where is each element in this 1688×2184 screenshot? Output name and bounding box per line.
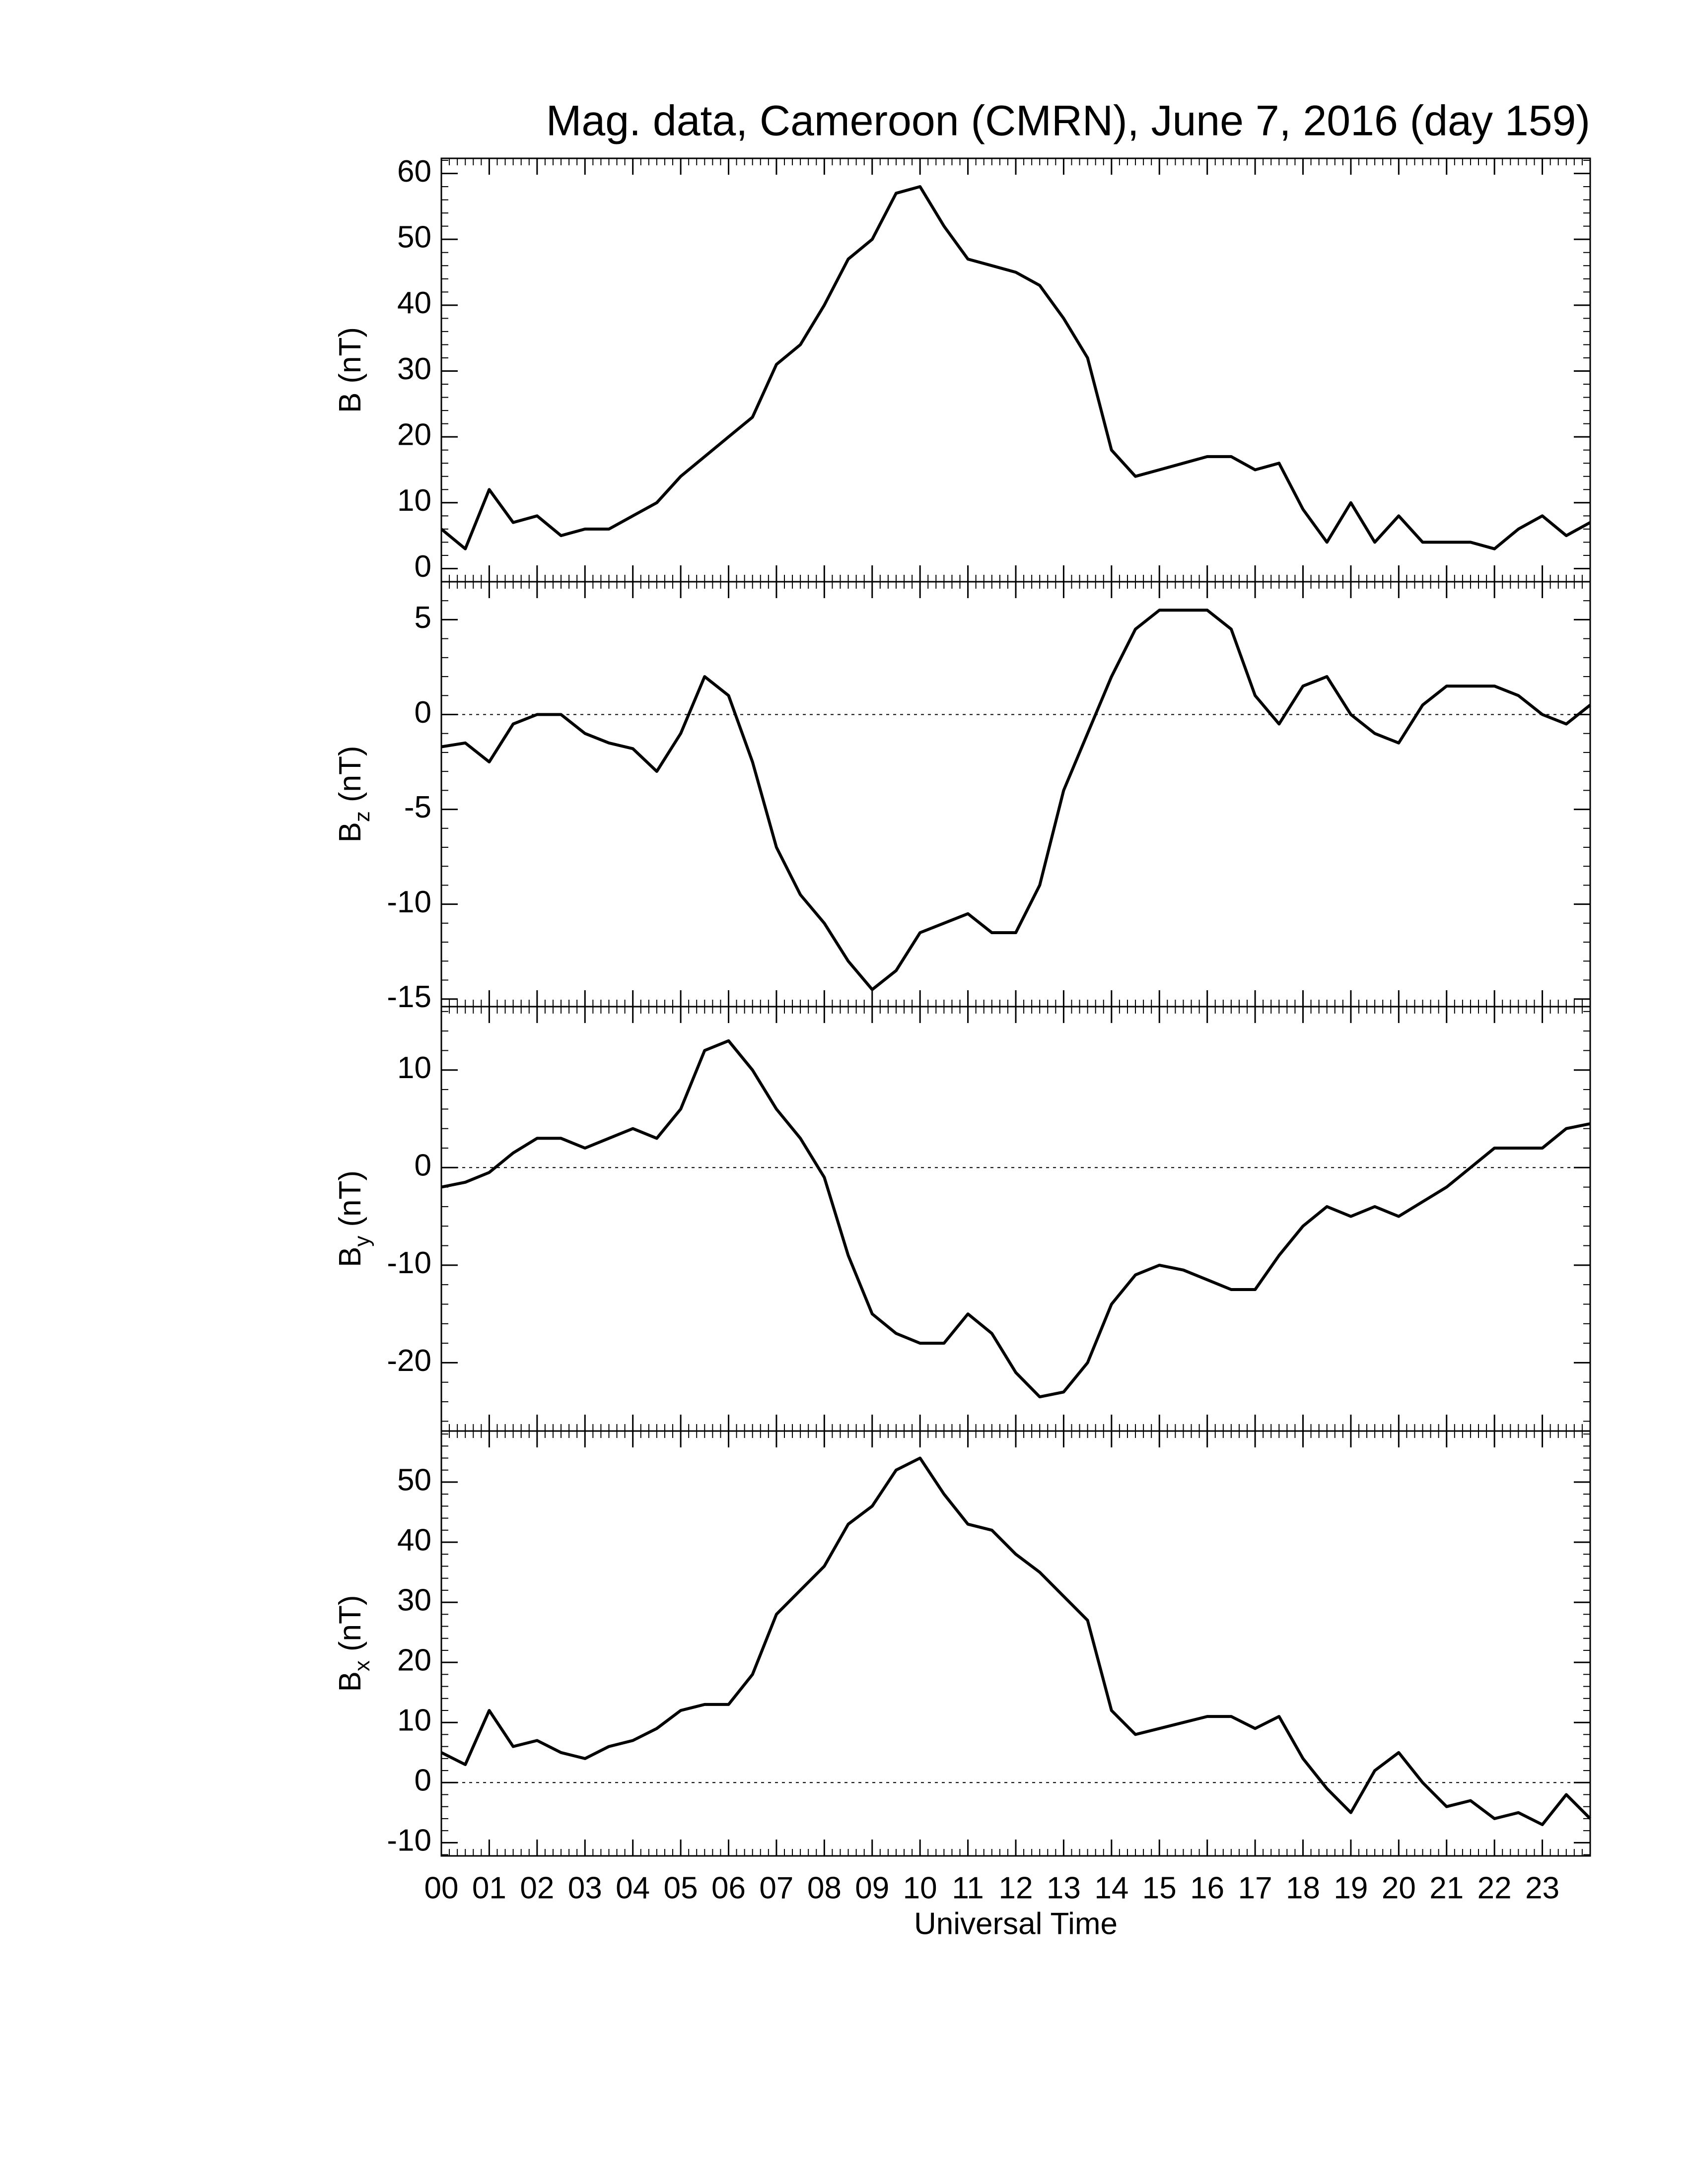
x-tick-label: 23 bbox=[1525, 1871, 1559, 1905]
plot-frame bbox=[440, 1006, 1591, 1432]
data-line bbox=[441, 1039, 1591, 1399]
y-tick-label: 0 bbox=[415, 695, 431, 730]
y-label-sub: y bbox=[350, 1236, 374, 1247]
plot-frame bbox=[440, 1430, 1591, 1857]
y-tick-label: 0 bbox=[415, 549, 431, 584]
x-tick-label: 02 bbox=[520, 1871, 554, 1905]
x-tick-label: 00 bbox=[424, 1871, 459, 1905]
y-tick-label: 10 bbox=[397, 1051, 431, 1085]
x-tick-label: 07 bbox=[759, 1871, 793, 1905]
x-tick-label: 10 bbox=[903, 1871, 937, 1905]
x-tick-label: 06 bbox=[711, 1871, 746, 1905]
y-tick-label: 40 bbox=[397, 1523, 431, 1557]
y-axis-label: B (nT) bbox=[333, 327, 367, 413]
x-tick-label: 13 bbox=[1047, 1871, 1081, 1905]
y-tick-label: 10 bbox=[397, 1704, 431, 1738]
data-line bbox=[440, 1456, 1592, 1826]
y-tick-label: 20 bbox=[397, 418, 431, 452]
y-label-base: B bbox=[333, 822, 367, 842]
x-tick-label: 11 bbox=[952, 1871, 984, 1905]
y-tick-label: 0 bbox=[415, 1764, 431, 1798]
y-label-unit: (nT) bbox=[333, 327, 367, 384]
x-tick-label: 21 bbox=[1429, 1871, 1464, 1905]
x-tick-label: 12 bbox=[999, 1871, 1033, 1905]
x-tick-label: 20 bbox=[1382, 1871, 1416, 1905]
y-label-sub: z bbox=[350, 811, 374, 822]
y-tick-label: 30 bbox=[397, 1583, 431, 1617]
x-tick-label: 16 bbox=[1190, 1871, 1224, 1905]
x-tick-label: 03 bbox=[568, 1871, 602, 1905]
x-axis-label: Universal Time bbox=[914, 1907, 1118, 1941]
plot-frame bbox=[440, 157, 1591, 583]
y-tick-label: 60 bbox=[397, 154, 431, 189]
y-tick-label: 0 bbox=[415, 1149, 431, 1183]
y-label-unit: (nT) bbox=[333, 1170, 367, 1227]
y-label-sub: x bbox=[350, 1660, 374, 1671]
chart-title: Mag. data, Cameroon (CMRN), June 7, 2016… bbox=[546, 97, 1590, 145]
y-label-unit: (nT) bbox=[333, 746, 367, 802]
y-tick-label: -10 bbox=[387, 1824, 431, 1858]
y-label-base: B bbox=[333, 1247, 367, 1267]
data-line bbox=[441, 609, 1591, 991]
y-tick-label: 10 bbox=[397, 483, 431, 518]
y-axis-label: By (nT) bbox=[333, 1170, 374, 1267]
y-tick-label: -10 bbox=[387, 885, 431, 919]
x-tick-label: 15 bbox=[1142, 1871, 1177, 1905]
y-tick-label: 30 bbox=[397, 352, 431, 386]
y-tick-label: -10 bbox=[387, 1246, 431, 1280]
x-tick-label: 09 bbox=[855, 1871, 889, 1905]
plot-frame bbox=[440, 581, 1591, 1008]
x-tick-label: 05 bbox=[664, 1871, 698, 1905]
x-tick-label: 08 bbox=[807, 1871, 842, 1905]
y-tick-label: 40 bbox=[397, 286, 431, 320]
y-tick-label: 20 bbox=[397, 1643, 431, 1678]
y-label-unit: (nT) bbox=[333, 1595, 367, 1651]
y-label-base: B bbox=[333, 393, 367, 413]
y-tick-label: -20 bbox=[387, 1344, 431, 1378]
x-tick-label: 04 bbox=[616, 1871, 650, 1905]
y-tick-label: -5 bbox=[404, 790, 431, 824]
x-tick-label: 18 bbox=[1286, 1871, 1320, 1905]
x-tick-label: 22 bbox=[1477, 1871, 1512, 1905]
x-tick-label: 17 bbox=[1238, 1871, 1272, 1905]
y-axis-label: Bz (nT) bbox=[333, 746, 374, 842]
y-tick-label: -15 bbox=[387, 980, 431, 1014]
y-tick-label: 50 bbox=[397, 220, 431, 255]
x-tick-label: 14 bbox=[1094, 1871, 1128, 1905]
y-tick-label: 50 bbox=[397, 1463, 431, 1497]
data-line bbox=[440, 185, 1591, 550]
y-axis-label: Bx (nT) bbox=[333, 1595, 374, 1692]
x-tick-label: 19 bbox=[1334, 1871, 1368, 1905]
y-label-base: B bbox=[333, 1671, 367, 1692]
y-tick-label: 5 bbox=[415, 601, 431, 635]
x-tick-label: 01 bbox=[472, 1871, 506, 1905]
